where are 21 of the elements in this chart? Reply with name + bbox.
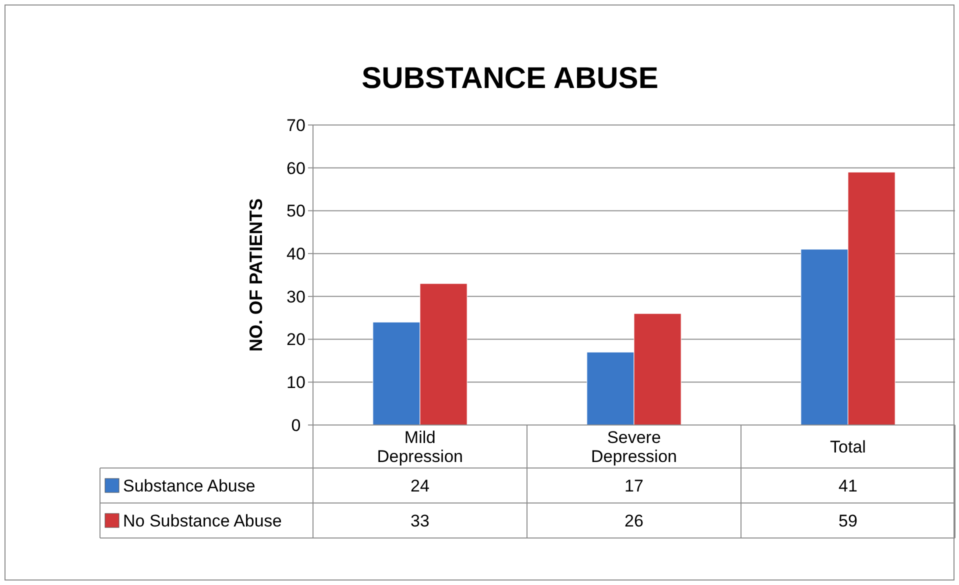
x-tick-label: Total — [830, 437, 866, 456]
y-axis-title: NO. OF PATIENTS — [246, 198, 266, 352]
data-label: 17 — [624, 476, 644, 496]
data-label: 26 — [624, 511, 644, 530]
y-tick-label: 20 — [286, 330, 306, 350]
legend-label: Substance Abuse — [123, 476, 256, 496]
legend-label: No Substance Abuse — [123, 511, 282, 530]
y-tick-label: 50 — [286, 202, 306, 221]
data-label: 59 — [838, 511, 858, 530]
y-tick-label: 40 — [286, 244, 306, 264]
x-tick-label: Mild Depression — [377, 428, 463, 466]
data-label: 24 — [410, 476, 430, 496]
y-tick-label: 70 — [286, 116, 306, 135]
data-label: 41 — [838, 476, 858, 496]
y-tick-label: 0 — [291, 416, 301, 435]
y-tick-label: 30 — [286, 287, 306, 306]
y-tick-label: 60 — [286, 158, 306, 178]
y-tick-label: 10 — [286, 373, 306, 392]
x-tick-label: Severe Depression — [591, 428, 677, 466]
chart-title: SUBSTANCE ABUSE — [362, 62, 658, 95]
data-label: 33 — [410, 511, 430, 530]
